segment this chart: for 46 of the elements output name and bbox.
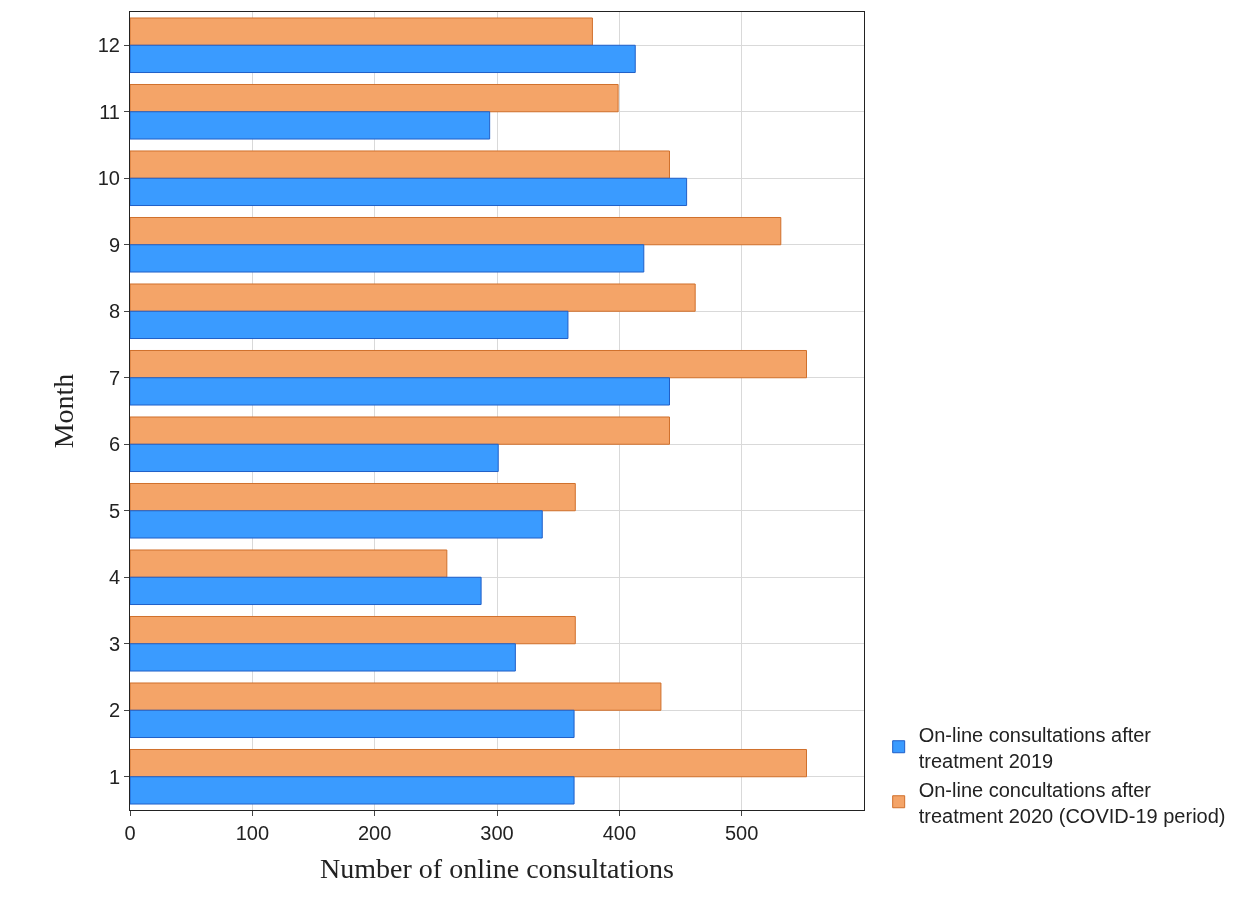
x-tick-label: 300 — [480, 822, 514, 844]
bar — [130, 83, 619, 113]
bar — [130, 283, 696, 312]
bar — [130, 150, 670, 179]
bar — [130, 416, 670, 445]
y-tick-label: 4 — [108, 566, 120, 589]
bar — [130, 310, 569, 340]
bar — [130, 349, 807, 379]
bar — [130, 443, 499, 473]
bar — [130, 216, 782, 246]
y-tick-label: 6 — [108, 433, 120, 456]
bar — [130, 776, 575, 805]
y-tick-label: 9 — [108, 233, 120, 256]
bar — [130, 17, 593, 46]
bar — [130, 482, 576, 512]
bar — [130, 377, 670, 406]
bar — [130, 709, 575, 739]
x-tick-label: 400 — [602, 822, 637, 844]
y-tick-label: 12 — [97, 34, 120, 57]
bar — [130, 576, 482, 606]
bar — [130, 615, 576, 645]
legend-label: On-line concultations after treatment 2020 (COVID-19 period) — [918, 778, 1226, 827]
bar — [130, 748, 807, 778]
y-tick-label: 3 — [108, 632, 120, 655]
x-tick-label: 0 — [124, 822, 136, 844]
x-tick-label: 100 — [235, 822, 270, 844]
bar — [130, 44, 636, 74]
y-tick-label: 11 — [99, 100, 120, 123]
legend-label: On-line consultations after treatment 2019 — [918, 723, 1152, 772]
y-tick-label: 10 — [97, 167, 120, 190]
x-tick-label: 200 — [357, 822, 392, 844]
y-tick-label: 1 — [108, 765, 120, 788]
y-tick-label: 8 — [108, 300, 120, 323]
bar — [130, 244, 645, 273]
y-tick-label: 5 — [108, 499, 120, 522]
bar — [130, 643, 516, 672]
bar — [130, 510, 543, 539]
bar — [130, 549, 448, 578]
x-axis-title: Number of online consultations — [320, 853, 674, 885]
y-axis-title: Month — [48, 373, 80, 449]
bar — [130, 111, 491, 140]
y-tick-label: 2 — [108, 699, 120, 722]
bar — [130, 682, 662, 711]
x-tick-label: 500 — [724, 822, 759, 844]
bar — [130, 177, 688, 207]
y-tick-label: 7 — [108, 366, 120, 389]
